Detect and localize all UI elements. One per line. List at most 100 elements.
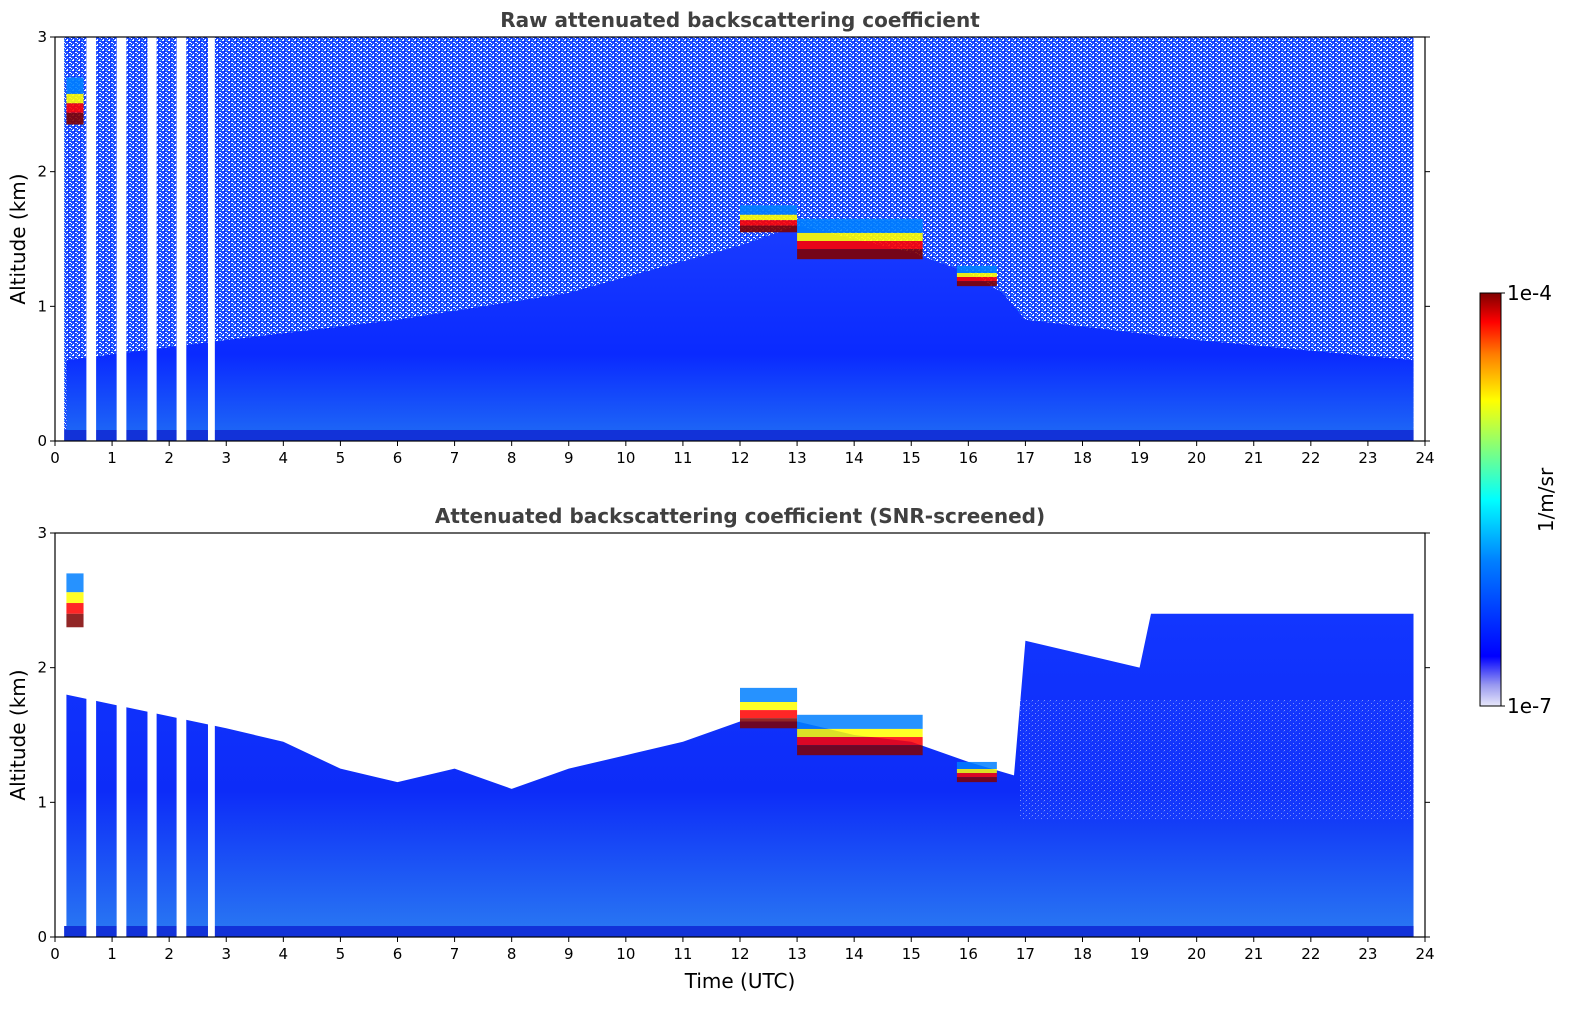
x-tick-label: 24 — [1415, 449, 1434, 467]
y-tick-label: 3 — [37, 524, 47, 542]
x-tick-label: 17 — [1016, 449, 1035, 467]
y-tick-label: 0 — [37, 928, 47, 946]
top-data-gaps — [55, 37, 1425, 441]
cloud-layer-band — [66, 77, 84, 94]
y-tick-label: 0 — [37, 432, 47, 450]
x-tick-label: 24 — [1415, 945, 1434, 963]
cloud-layer-band — [740, 718, 798, 729]
top-heatmap — [55, 37, 1425, 441]
x-tick-label: 17 — [1016, 945, 1035, 963]
no-data-start — [55, 533, 65, 937]
x-tick-label: 23 — [1358, 945, 1377, 963]
x-tick-label: 4 — [279, 945, 289, 963]
cloud-layer-band — [740, 702, 798, 711]
x-tick-label: 3 — [221, 945, 231, 963]
cloud-layer-band — [66, 103, 84, 113]
cloud-layer-band — [797, 714, 923, 729]
colorbar-min-label: 1e-7 — [1507, 694, 1552, 718]
x-tick-label: 19 — [1130, 945, 1149, 963]
x-tick-label: 11 — [673, 449, 692, 467]
x-tick-label: 21 — [1244, 449, 1263, 467]
bottom-upper-layer-texture — [1020, 700, 1414, 820]
x-tick-label: 3 — [221, 449, 231, 467]
bottom-x-axis: 0 1 2 3 4 5 6 7 8 9 10 11 12 13 14 15 16 17 18 19 20 21 22 23 24 — [50, 937, 1435, 963]
x-tick-label: 11 — [673, 945, 692, 963]
data-gap — [176, 37, 187, 441]
x-tick-label: 1 — [107, 449, 117, 467]
no-data-end — [1413, 37, 1425, 441]
cloud-layer-band — [797, 745, 923, 756]
x-tick-label: 20 — [1187, 449, 1206, 467]
cloud-layer-band — [66, 592, 84, 604]
cloud-layer-band — [740, 225, 798, 233]
cloud-layer-band — [797, 218, 923, 233]
cloud-layer-band — [797, 728, 923, 738]
data-gap — [176, 533, 187, 937]
bottom-signal-region — [66, 613, 1414, 937]
x-tick-label: 0 — [50, 449, 60, 467]
x-tick-label: 5 — [336, 945, 346, 963]
x-tick-label: 18 — [1073, 945, 1092, 963]
bottom-y-axis: 0 1 2 3 — [37, 524, 1430, 946]
top-y-axis: 0 1 2 3 — [37, 28, 1430, 450]
cloud-layer-band — [66, 603, 84, 614]
cloud-layer-band — [740, 220, 798, 226]
top-cloud-layers — [66, 77, 997, 287]
bottom-cloud-layers — [66, 573, 997, 783]
no-data-start — [55, 37, 65, 441]
top-x-axis: 0 1 2 3 4 5 6 7 8 9 10 11 12 13 14 15 16 17 18 19 20 21 22 23 24 — [50, 441, 1435, 467]
data-gap — [147, 37, 157, 441]
x-tick-label: 13 — [788, 945, 807, 963]
colorbar-unit-label: 1/m/sr — [1534, 467, 1558, 532]
x-tick-label: 22 — [1301, 449, 1320, 467]
x-tick-label: 10 — [616, 449, 635, 467]
data-gap — [207, 533, 215, 937]
cloud-layer-band — [740, 687, 798, 703]
x-tick-label: 14 — [845, 449, 864, 467]
top-surface-band — [64, 430, 1414, 441]
x-tick-label: 16 — [959, 945, 978, 963]
x-tick-label: 15 — [902, 449, 921, 467]
x-tick-label: 14 — [845, 945, 864, 963]
bottom-heatmap — [55, 533, 1425, 937]
data-gap — [147, 533, 157, 937]
cloud-layer-band — [956, 281, 997, 287]
y-tick-label: 2 — [37, 163, 47, 181]
x-tick-label: 19 — [1130, 449, 1149, 467]
cloud-layer-band — [956, 277, 997, 282]
data-gap — [86, 533, 97, 937]
colorbar-max-label: 1e-4 — [1507, 281, 1552, 305]
no-data-end — [1413, 533, 1425, 937]
x-tick-label: 12 — [730, 449, 749, 467]
cloud-layer-band — [66, 573, 84, 593]
cloud-layer-band — [797, 737, 923, 746]
x-tick-label: 9 — [564, 449, 574, 467]
cloud-layer-band — [956, 273, 997, 278]
cloud-layer-band — [956, 777, 997, 783]
data-gap — [86, 37, 97, 441]
y-tick-label: 1 — [37, 793, 47, 811]
cloud-layer-band — [797, 249, 923, 260]
x-tick-label: 7 — [450, 449, 460, 467]
bottom-y-axis-label: Altitude (km) — [6, 669, 30, 800]
x-tick-label: 8 — [507, 449, 517, 467]
cloud-layer-band — [956, 761, 997, 770]
x-tick-label: 18 — [1073, 449, 1092, 467]
cloud-layer-band — [956, 769, 997, 774]
top-y-axis-label: Altitude (km) — [6, 173, 30, 304]
y-tick-label: 3 — [37, 28, 47, 46]
x-tick-label: 6 — [393, 945, 403, 963]
x-tick-label: 12 — [730, 945, 749, 963]
bottom-surface-band — [64, 926, 1414, 937]
cloud-layer-band — [740, 710, 798, 719]
x-tick-label: 15 — [902, 945, 921, 963]
top-panel-title: Raw attenuated backscattering coefficien… — [500, 8, 980, 32]
cloud-layer-band — [66, 93, 84, 104]
data-gap — [207, 37, 215, 441]
bottom-data-gaps — [55, 533, 1425, 937]
x-tick-label: 16 — [959, 449, 978, 467]
x-tick-label: 6 — [393, 449, 403, 467]
x-tick-label: 1 — [107, 945, 117, 963]
x-tick-label: 13 — [788, 449, 807, 467]
bottom-panel-title: Attenuated backscattering coefficient (S… — [435, 504, 1045, 528]
